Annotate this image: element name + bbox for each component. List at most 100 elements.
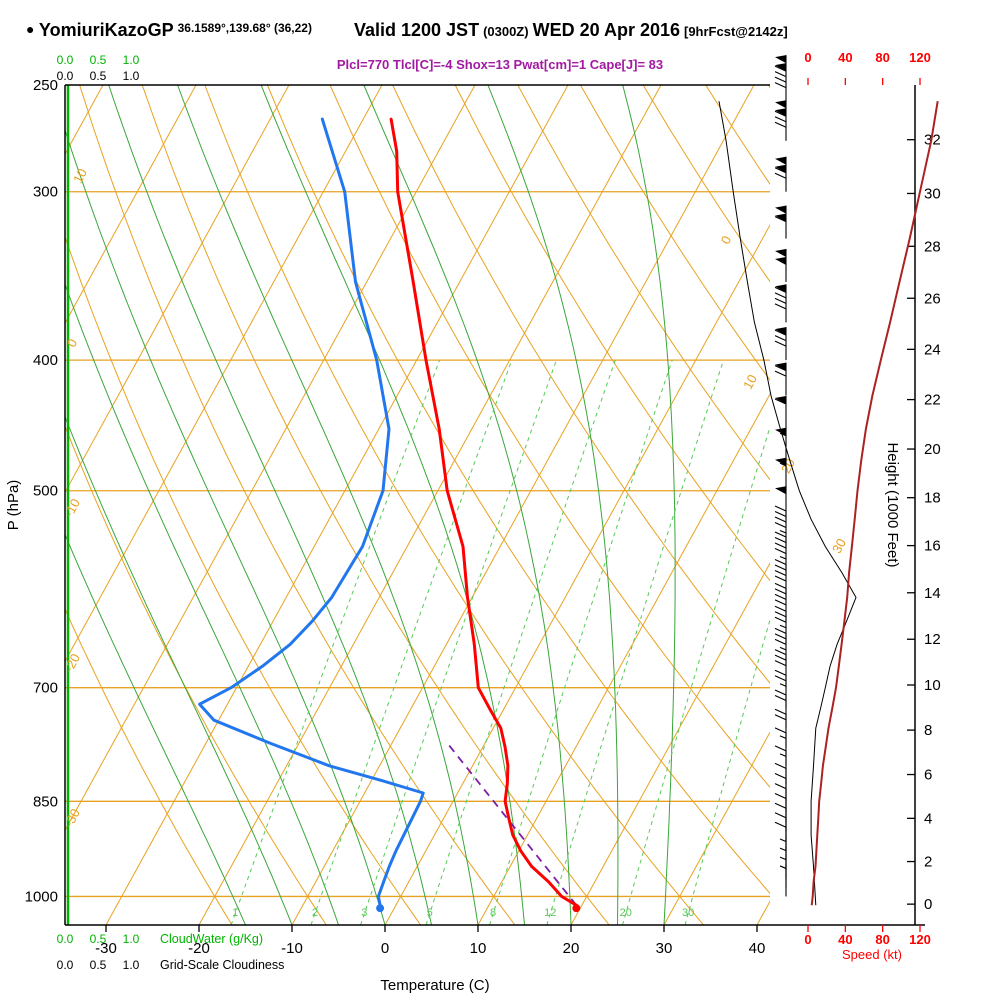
wind-barb-feather bbox=[774, 303, 787, 310]
isotherm-line bbox=[477, 393, 770, 925]
valid-date: WED 20 Apr 2016 bbox=[532, 20, 680, 40]
wind-direction-line bbox=[718, 101, 857, 906]
wind-barb-feather bbox=[774, 812, 787, 819]
wind-barb-feather bbox=[774, 708, 787, 715]
wind-barb-feather bbox=[774, 575, 787, 582]
height-tick-label: 30 bbox=[924, 185, 941, 202]
height-tick-label: 20 bbox=[924, 441, 941, 458]
isotherm-label: 10 bbox=[740, 372, 760, 392]
wind-barb-feather bbox=[774, 71, 787, 78]
isotherm-line bbox=[663, 731, 770, 925]
temperature-curve bbox=[389, 117, 578, 907]
dry-adiabat-line bbox=[204, 85, 704, 925]
wind-barb-feather bbox=[774, 365, 787, 372]
wind-barb-feather bbox=[774, 564, 787, 571]
dry-adiabat-line bbox=[65, 607, 233, 925]
dry-adiabat-line bbox=[705, 85, 770, 185]
wind-barb-pennant bbox=[775, 327, 786, 336]
surface-temperature-dot bbox=[572, 904, 581, 913]
mixing-ratio-label: 3 bbox=[361, 907, 367, 919]
mixing-ratio-line bbox=[622, 425, 770, 925]
wind-barb-feather bbox=[774, 638, 787, 645]
mixing-ratio-label: 20 bbox=[620, 907, 632, 919]
wind-barb-halffeather bbox=[779, 753, 787, 757]
pressure-tick-label: 850 bbox=[33, 793, 58, 810]
wind-barb-feather bbox=[774, 616, 787, 623]
wind-barb-feather bbox=[774, 605, 787, 612]
mixing-ratio-label: 8 bbox=[490, 907, 496, 919]
wind-barb-feather bbox=[774, 569, 787, 576]
height-tick-label: 12 bbox=[924, 631, 941, 648]
wind-barb-feather bbox=[774, 370, 787, 377]
moist-adiabat-line bbox=[622, 85, 676, 925]
wind-barb-halffeather bbox=[779, 530, 787, 534]
moist-adiabat-line bbox=[487, 85, 619, 925]
wind-barb-feather bbox=[774, 727, 787, 734]
dry-adiabat-line bbox=[579, 85, 770, 381]
wind-barb-feather bbox=[774, 689, 787, 696]
temperature-tick-label: -30 bbox=[95, 940, 117, 957]
wind-barb-pennant bbox=[775, 362, 786, 371]
wind-barb-halffeather bbox=[779, 847, 787, 852]
isotherm-label: 0 bbox=[718, 233, 735, 246]
wind-barb-feather bbox=[774, 633, 787, 640]
height-tick-label: 14 bbox=[924, 585, 941, 602]
moist-adiabat-line bbox=[363, 85, 572, 925]
wind-barb-feather bbox=[774, 802, 787, 809]
wind-barb-pennant bbox=[775, 213, 786, 222]
wind-barb-feather bbox=[774, 783, 787, 790]
wind-barb-pennant bbox=[775, 164, 786, 173]
moist-adiabat-line bbox=[260, 85, 525, 925]
mixing-ratio-line bbox=[310, 359, 513, 925]
isotherm-line bbox=[756, 900, 770, 925]
station-name: YomiuriKazoGP bbox=[38, 20, 174, 40]
stability-indices: Plcl=770 Tlcl[C]=-4 Shox=13 Pwat[cm]=1 C… bbox=[336, 57, 664, 72]
isotherm-line bbox=[65, 85, 197, 325]
wind-barb-feather bbox=[774, 216, 787, 223]
wind-barb-feather bbox=[774, 65, 787, 72]
wind-barb-feather bbox=[774, 793, 787, 800]
wind-barb-halffeather bbox=[779, 646, 787, 651]
height-tick-label: 6 bbox=[924, 767, 932, 784]
wind-barb-feather bbox=[774, 669, 787, 676]
isotherm-label: 30 bbox=[829, 536, 849, 556]
wind-barb-feather bbox=[774, 558, 787, 565]
mixing-ratio-line bbox=[425, 359, 616, 925]
wind-barb-feather bbox=[774, 522, 787, 529]
wind-barb-feather bbox=[774, 172, 787, 179]
dry-adiabat-line bbox=[65, 235, 422, 925]
surface-dewpoint-dot bbox=[376, 904, 385, 913]
title-bar: ● YomiuriKazoGP 36.1589°,139.68° (36,22) V… bbox=[26, 20, 788, 41]
cloudwater-axis-label: CloudWater (g/Kg) bbox=[160, 932, 263, 946]
moist-adiabat-line bbox=[108, 85, 432, 925]
forecast-tag: [9hrFcst@2142z] bbox=[684, 24, 788, 39]
wind-barb-feather bbox=[774, 537, 787, 544]
wind-barb-pennant bbox=[775, 486, 786, 495]
wind-barb-feather bbox=[774, 654, 787, 661]
cloudwater-scale-top: 0.0 bbox=[57, 53, 74, 67]
wind-barb-feather bbox=[774, 505, 787, 512]
moist-adiabat-line bbox=[65, 415, 293, 925]
wind-barb-feather bbox=[774, 329, 787, 336]
mixing-ratio-label: 30 bbox=[682, 907, 694, 919]
wind-barb-pennant bbox=[775, 100, 786, 109]
wind-barb-feather bbox=[774, 297, 787, 304]
wind-barb-pennant bbox=[775, 427, 786, 436]
wind-barb-halffeather bbox=[779, 838, 787, 842]
wind-barb-feather bbox=[774, 599, 787, 606]
pressure-axis-label: P (hPa) bbox=[5, 480, 22, 531]
mixing-ratio-line bbox=[360, 359, 557, 925]
wind-barb-halffeather bbox=[779, 556, 787, 560]
height-tick-label: 2 bbox=[924, 854, 932, 871]
dry-adiabat-line bbox=[642, 85, 770, 283]
wind-barb-feather bbox=[774, 627, 787, 634]
wind-barb-feather bbox=[774, 167, 787, 174]
moist-adiabat-line bbox=[65, 533, 246, 925]
dry-adiabat-line bbox=[454, 85, 770, 582]
pressure-tick-label: 300 bbox=[33, 184, 58, 201]
moist-adiabat-line bbox=[65, 282, 339, 925]
wind-barb-feather bbox=[774, 398, 787, 405]
speed-tick-label-bottom: 80 bbox=[875, 932, 889, 947]
wind-barb-pennant bbox=[775, 205, 786, 214]
